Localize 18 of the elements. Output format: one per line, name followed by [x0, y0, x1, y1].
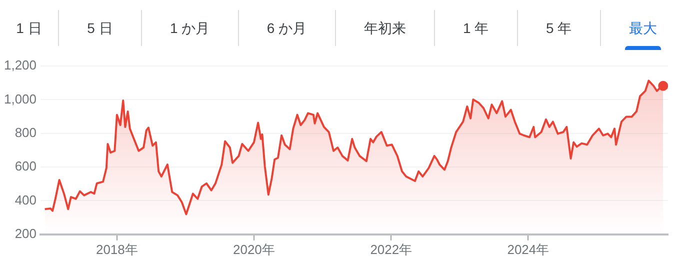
y-tick-label: 600: [14, 158, 37, 174]
text: 5 日: [58, 10, 141, 46]
text: 6 か月: [238, 10, 335, 46]
text: 1 日: [15, 19, 43, 38]
y-tick-label: 200: [14, 226, 37, 241]
y-tick-label: 1,200: [4, 58, 37, 73]
text: 1 年: [434, 10, 517, 46]
text: 1 か月: [140, 10, 238, 46]
text: 5 年: [516, 10, 600, 46]
x-tick-label: 2018年: [96, 242, 138, 257]
y-tick-label: 800: [14, 124, 37, 140]
x-tick-label: 2022年: [370, 242, 412, 257]
text: 年初来: [334, 10, 434, 46]
text: 最大: [600, 10, 685, 46]
x-tick-label: 2024年: [507, 242, 550, 257]
y-tick-label: 400: [14, 192, 37, 208]
y-tick-label: 1,000: [4, 91, 37, 106]
x-tick-label: 2020年: [232, 242, 275, 257]
